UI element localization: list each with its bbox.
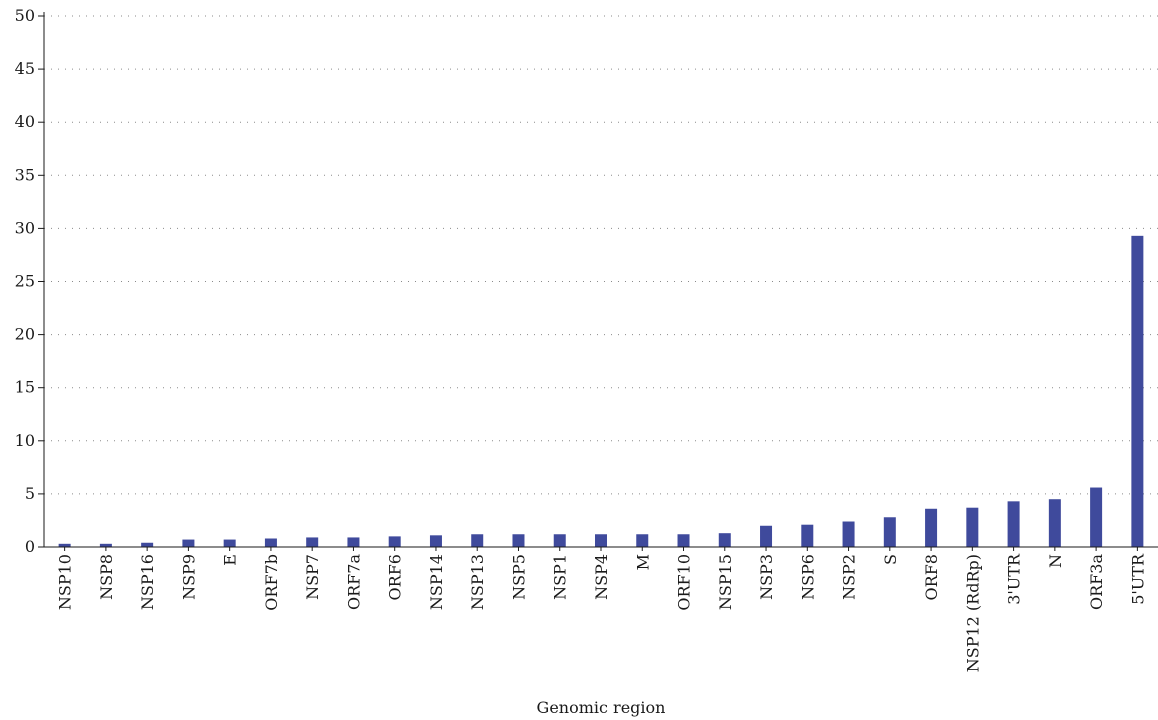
- y-tick-label: 40: [15, 112, 35, 131]
- x-axis-ticks: NSP10 NSP8 NSP16 NSP9 E ORF7b NSP7 ORF7a ORF6 NSP…: [56, 547, 1147, 672]
- x-tick-label: NSP16: [138, 554, 157, 610]
- y-axis-ticks: 0 5 10 15 20 25 30 35 40 45 50: [15, 6, 44, 556]
- bar: [471, 534, 484, 547]
- bar: [842, 521, 855, 547]
- x-tick-label: ORF7a: [344, 554, 363, 610]
- bar: [595, 534, 607, 547]
- bar: [883, 517, 896, 547]
- bar: [58, 543, 71, 547]
- y-tick-label: 35: [15, 165, 35, 184]
- bar: [388, 536, 401, 547]
- bar: [141, 542, 154, 547]
- x-tick-label: ORF8: [922, 554, 941, 600]
- x-tick-label: ORF7b: [262, 554, 281, 611]
- x-tick-label: NSP6: [798, 554, 817, 600]
- x-axis-title: Genomic region: [537, 698, 666, 717]
- x-tick-label: ORF6: [386, 554, 405, 600]
- y-tick-label: 45: [15, 59, 35, 78]
- x-tick-label: S: [881, 554, 900, 565]
- x-tick-label: NSP15: [716, 554, 735, 610]
- bar: [264, 538, 277, 547]
- x-tick-label: N: [1046, 554, 1065, 568]
- bar: [429, 535, 442, 547]
- y-tick-label: 50: [15, 6, 35, 25]
- bar: [553, 534, 566, 547]
- bar: [760, 525, 773, 547]
- y-tick-label: 15: [15, 378, 35, 397]
- bar: [1007, 501, 1020, 547]
- gridlines: [44, 15, 1158, 495]
- x-tick-label: NSP13: [468, 554, 487, 610]
- y-tick-label: 30: [15, 218, 35, 237]
- bar: [801, 524, 814, 547]
- y-tick-label: 10: [15, 431, 35, 450]
- x-tick-label: NSP4: [592, 554, 611, 600]
- bar: [512, 534, 525, 547]
- x-tick-label: NSP10: [56, 554, 75, 610]
- x-tick-label: NSP5: [509, 554, 528, 600]
- x-tick-label: M: [633, 554, 652, 570]
- bars: [58, 235, 1144, 548]
- bar: [1048, 499, 1061, 547]
- bar: [925, 508, 938, 547]
- x-tick-label: NSP9: [179, 554, 198, 600]
- x-tick-label: NSP12 (RdRp): [963, 554, 982, 672]
- x-tick-label: NSP8: [97, 554, 116, 600]
- bar: [1090, 487, 1103, 547]
- x-tick-label: NSP7: [303, 554, 322, 600]
- x-tick-label: ORF10: [675, 554, 694, 611]
- x-tick-label: NSP3: [757, 554, 776, 600]
- x-tick-label: NSP1: [551, 554, 570, 600]
- bar: [677, 534, 690, 547]
- bar: [306, 537, 319, 547]
- x-tick-label: E: [221, 554, 240, 566]
- x-tick-label: NSP2: [840, 554, 859, 600]
- y-tick-label: 25: [15, 272, 35, 291]
- bar: [636, 534, 649, 547]
- bar: [718, 533, 731, 547]
- x-tick-label: 5'UTR: [1128, 553, 1147, 605]
- bar: [347, 537, 360, 547]
- bar: [99, 543, 112, 547]
- bar: [223, 539, 236, 547]
- y-tick-label: 0: [25, 537, 35, 556]
- x-tick-label: 3'UTR: [1005, 553, 1024, 605]
- bar: [1131, 235, 1144, 548]
- axes: [43, 12, 1158, 548]
- bar: [182, 539, 195, 547]
- y-tick-label: 20: [15, 325, 35, 344]
- y-tick-label: 5: [25, 484, 35, 503]
- bar: [966, 507, 979, 547]
- x-tick-label: NSP14: [427, 554, 446, 610]
- x-tick-label: ORF3a: [1087, 554, 1106, 610]
